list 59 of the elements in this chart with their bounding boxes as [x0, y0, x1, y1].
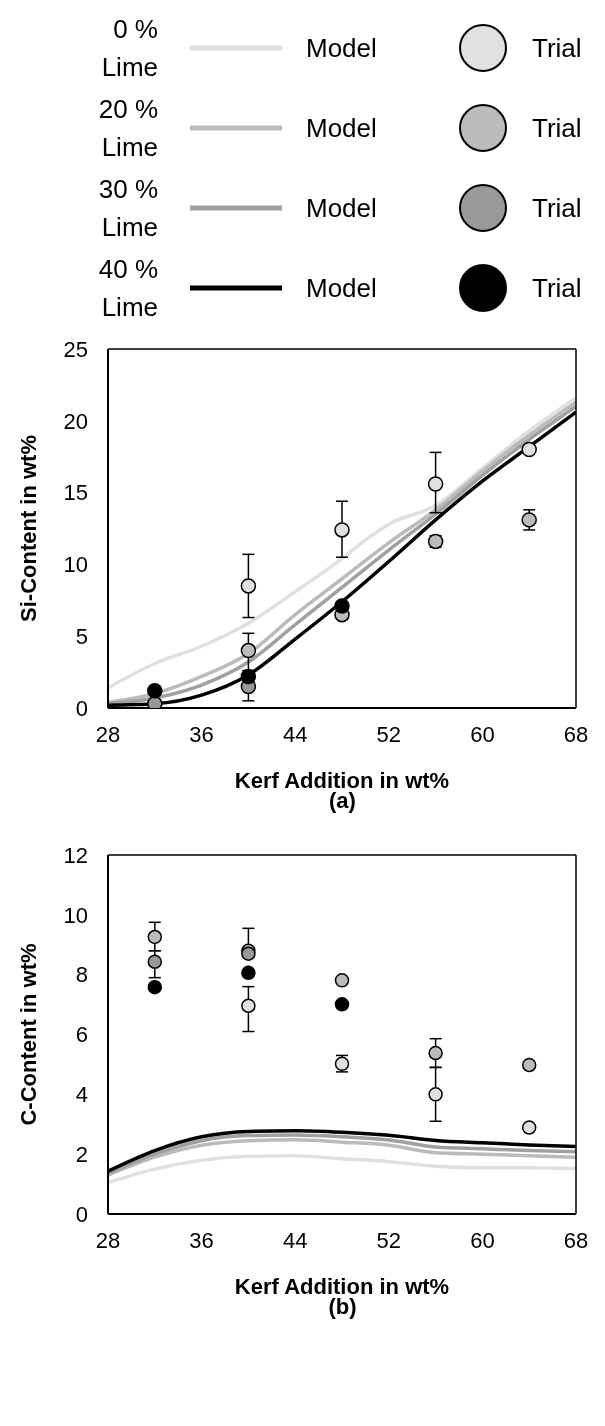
y-tick-label: 0 [75, 695, 88, 721]
y-tick-label: 8 [75, 962, 88, 988]
y-tick-label: 0 [75, 1201, 88, 1227]
point [521, 441, 537, 458]
y-tick-label: 4 [75, 1082, 88, 1108]
legend-label: Trial [531, 192, 582, 224]
text: 30 % Lime [97, 173, 158, 244]
point [240, 668, 257, 685]
y-tick-label: 5 [75, 624, 88, 650]
point [521, 1057, 537, 1073]
legend-label: Trial [531, 112, 582, 144]
point [147, 954, 163, 970]
x-tick-label: 52 [376, 721, 402, 747]
point [240, 578, 257, 594]
point [147, 979, 163, 995]
legend-label: Trial [531, 272, 582, 304]
point [240, 642, 257, 659]
y-tick-label: 2 [75, 1141, 88, 1167]
x-tick-label: 36 [189, 721, 214, 747]
y-tick-label: 10 [63, 902, 88, 928]
x-tick-label: 52 [376, 1227, 402, 1253]
y-tick-label: 12 [63, 842, 88, 868]
point [334, 598, 350, 614]
y-tick-label: 10 [63, 552, 88, 578]
y-axis-title: Si-Content in wt% [15, 435, 41, 622]
legend-label: Model [305, 272, 378, 304]
y-tick-label: 25 [63, 336, 88, 362]
x-tick-label: 68 [563, 1227, 589, 1253]
x-tick-label: 36 [189, 1227, 214, 1253]
point [334, 522, 350, 538]
point [147, 683, 163, 699]
point [241, 965, 256, 981]
x-tick-label: 28 [95, 721, 121, 747]
legend-label: Trial [531, 32, 582, 64]
y-axis-title: C-Content in wt% [15, 943, 41, 1126]
point [521, 1120, 537, 1135]
x-tick-label: 60 [470, 721, 495, 747]
x-tick-label: 68 [563, 721, 589, 747]
point [428, 1087, 443, 1102]
x-tick-label: 28 [95, 1227, 121, 1253]
legend-label: Model [305, 32, 378, 64]
text: 20 % Lime [97, 93, 158, 164]
y-tick-label: 20 [63, 408, 88, 434]
x-tick-label: 60 [470, 1227, 495, 1253]
legend-label: Model [305, 192, 378, 224]
y-tick-label: 6 [75, 1022, 88, 1048]
point [147, 929, 163, 945]
text: 40 % Lime [97, 253, 158, 324]
text: 0 % Lime [100, 13, 158, 84]
point [428, 1045, 443, 1061]
point [334, 973, 350, 988]
legend-label: Model [305, 112, 378, 144]
y-tick-label: 15 [63, 480, 88, 506]
x-tick-label: 44 [282, 1227, 308, 1253]
point [334, 997, 350, 1012]
line-series [108, 1153, 576, 1185]
point [241, 998, 256, 1014]
x-tick-label: 44 [282, 721, 308, 747]
point [427, 476, 444, 492]
